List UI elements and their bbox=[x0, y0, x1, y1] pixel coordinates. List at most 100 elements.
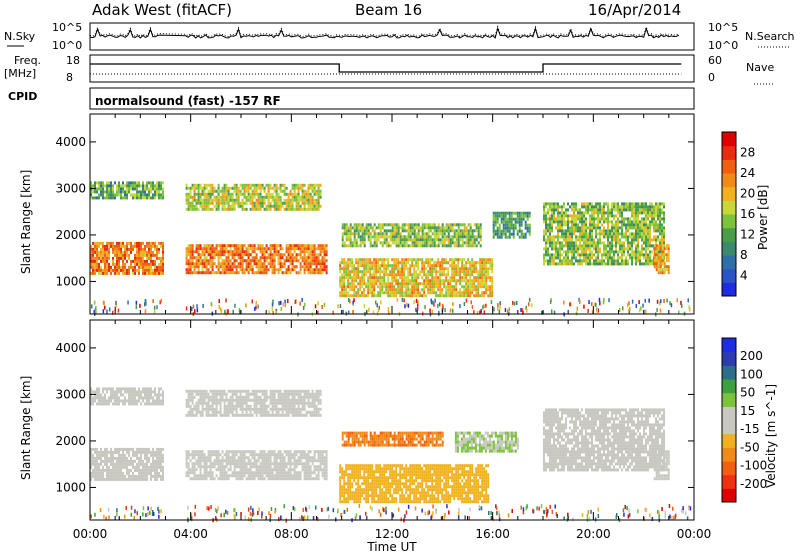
heatmap-cell bbox=[349, 244, 352, 248]
heatmap-cell bbox=[373, 288, 376, 292]
heatmap-cell bbox=[187, 262, 190, 266]
scatter-point bbox=[280, 300, 282, 305]
heatmap-cell bbox=[643, 205, 645, 209]
heatmap-cell bbox=[581, 220, 583, 224]
heatmap-cell bbox=[156, 450, 158, 454]
heatmap-cell bbox=[461, 279, 464, 283]
heatmap-cell bbox=[154, 196, 156, 200]
heatmap-cell bbox=[144, 187, 146, 191]
heatmap-cell bbox=[611, 235, 613, 239]
heatmap-cell bbox=[500, 220, 503, 224]
heatmap-cell bbox=[403, 223, 406, 227]
heatmap-cell bbox=[587, 208, 589, 212]
heatmap-cell bbox=[317, 189, 320, 193]
heatmap-cell bbox=[607, 238, 609, 242]
heatmap-cell bbox=[429, 288, 432, 292]
heatmap-cell bbox=[116, 396, 118, 400]
heatmap-cell bbox=[591, 214, 593, 218]
heatmap-cell bbox=[245, 186, 248, 190]
heatmap-cell bbox=[595, 229, 597, 233]
heatmap-cell bbox=[661, 247, 664, 251]
heatmap-cell bbox=[373, 244, 376, 248]
heatmap-cell bbox=[363, 264, 366, 268]
heatmap-cell bbox=[90, 271, 92, 275]
heatmap-cell bbox=[100, 399, 102, 403]
heatmap-cell bbox=[543, 220, 545, 224]
heatmap-cell bbox=[142, 450, 144, 454]
heatmap-cell bbox=[132, 447, 134, 451]
heatmap-cell bbox=[423, 270, 426, 274]
heatmap-cell bbox=[625, 238, 627, 242]
heatmap-cell bbox=[162, 247, 164, 251]
heatmap-cell bbox=[551, 217, 553, 221]
heatmap-cell bbox=[649, 226, 651, 230]
heatmap-cell bbox=[100, 247, 102, 251]
heatmap-cell bbox=[231, 204, 234, 208]
scatter-point bbox=[145, 301, 147, 306]
heatmap-cell bbox=[565, 253, 567, 257]
heatmap-cell bbox=[393, 273, 396, 277]
heatmap-cell bbox=[559, 223, 561, 227]
heatmap-cell bbox=[227, 204, 230, 208]
heatmap-cell bbox=[154, 468, 156, 472]
heatmap-cell bbox=[611, 220, 613, 224]
heatmap-cell bbox=[96, 402, 98, 406]
heatmap-cell bbox=[667, 268, 670, 272]
heatmap-cell bbox=[148, 262, 150, 266]
heatmap-cell bbox=[599, 232, 601, 236]
heatmap-cell bbox=[271, 271, 274, 275]
heatmap-cell bbox=[637, 232, 639, 236]
scatter-point bbox=[602, 300, 605, 305]
heatmap-cell bbox=[160, 453, 162, 457]
heatmap-cell bbox=[319, 247, 322, 251]
heatmap-cell bbox=[473, 229, 476, 233]
heatmap-cell bbox=[391, 291, 394, 295]
heatmap-cell bbox=[399, 261, 402, 265]
heatmap-cell bbox=[231, 253, 234, 257]
heatmap-cell bbox=[549, 259, 551, 263]
heatmap-cell bbox=[295, 192, 298, 196]
heatmap-cell bbox=[413, 291, 416, 295]
heatmap-cell bbox=[615, 223, 617, 227]
heatmap-cell bbox=[96, 187, 98, 191]
heatmap-cell bbox=[311, 204, 314, 208]
heatmap-cell bbox=[417, 288, 420, 292]
heatmap-cell bbox=[565, 241, 567, 245]
heatmap-cell bbox=[615, 250, 617, 254]
heatmap-cell bbox=[100, 271, 102, 275]
heatmap-cell bbox=[309, 271, 312, 275]
heatmap-cell bbox=[193, 271, 196, 275]
heatmap-cell bbox=[617, 241, 619, 245]
heatmap-cell bbox=[150, 390, 152, 394]
heatmap-cell bbox=[341, 285, 344, 289]
heatmap-cell bbox=[160, 265, 162, 269]
heatmap-cell bbox=[110, 471, 112, 475]
heatmap-cell bbox=[207, 183, 210, 187]
heatmap-cell bbox=[397, 282, 400, 286]
heatmap-cell bbox=[429, 285, 432, 289]
heatmap-cell bbox=[104, 244, 106, 248]
heatmap-cell bbox=[98, 393, 100, 397]
heatmap-cell bbox=[273, 259, 276, 263]
heatmap-cell bbox=[599, 217, 601, 221]
heatmap-cell bbox=[339, 282, 342, 286]
heatmap-cell bbox=[205, 204, 208, 208]
heatmap-cell bbox=[261, 201, 264, 205]
heatmap-cell bbox=[461, 244, 464, 248]
heatmap-cell bbox=[104, 265, 106, 269]
heatmap-cell bbox=[635, 250, 637, 254]
heatmap-cell bbox=[455, 294, 458, 298]
heatmap-cell bbox=[641, 220, 643, 224]
heatmap-cell bbox=[251, 195, 254, 199]
heatmap-cell bbox=[341, 258, 344, 262]
heatmap-cell bbox=[199, 244, 202, 248]
heatmap-cell bbox=[553, 256, 555, 260]
heatmap-cell bbox=[625, 202, 627, 206]
heatmap-cell bbox=[223, 262, 226, 266]
heatmap-cell bbox=[459, 279, 462, 283]
heatmap-cell bbox=[413, 241, 416, 245]
heatmap-cell bbox=[138, 181, 140, 185]
heatmap-cell bbox=[295, 253, 298, 257]
heatmap-cell bbox=[617, 259, 619, 263]
heatmap-cell bbox=[271, 195, 274, 199]
